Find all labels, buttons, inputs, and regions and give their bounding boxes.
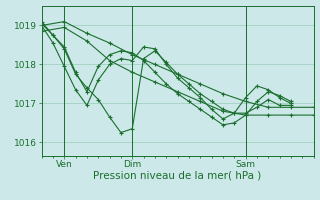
- X-axis label: Pression niveau de la mer( hPa ): Pression niveau de la mer( hPa ): [93, 171, 262, 181]
